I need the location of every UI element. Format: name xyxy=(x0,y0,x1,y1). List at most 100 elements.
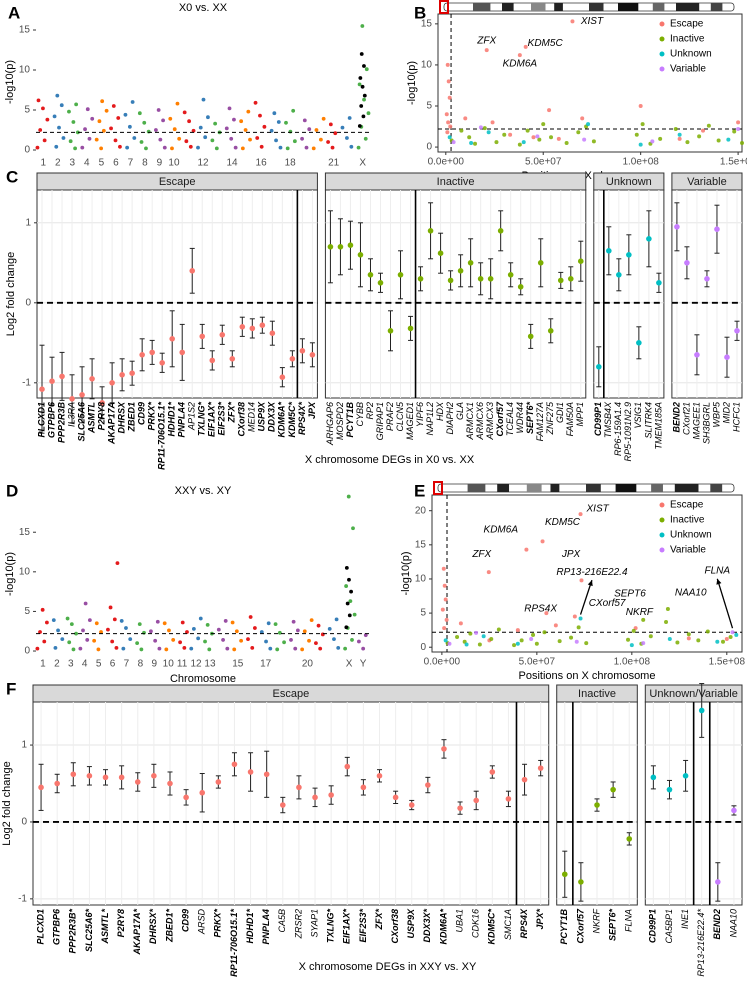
snp-point xyxy=(38,630,42,634)
snp-point xyxy=(272,111,277,116)
snp-point xyxy=(203,135,208,140)
snp-point xyxy=(196,636,201,641)
gene-point xyxy=(524,547,529,552)
gene-label: ZFX* xyxy=(227,402,237,424)
fold-change-point xyxy=(407,325,414,332)
x-tick-label: 0.0e+00 xyxy=(424,657,461,668)
annotation: CXorf57 xyxy=(589,598,626,609)
gene-point xyxy=(517,142,522,147)
arrow-head xyxy=(716,578,722,585)
fold-change-point xyxy=(312,794,318,801)
gene-point xyxy=(740,140,744,145)
gene-point xyxy=(686,636,691,641)
gene-label: PLCXD1 xyxy=(35,909,45,945)
facet-title: Inactive xyxy=(578,688,616,700)
x-tick-label: 9 xyxy=(157,158,163,169)
panel-letter: C xyxy=(6,167,18,186)
snp-point xyxy=(321,116,326,121)
snp-point xyxy=(276,120,281,124)
gene-label: CD99P1 xyxy=(593,402,603,436)
fold-change-point xyxy=(437,250,444,256)
x-tick-label: 0.0e+00 xyxy=(428,157,465,168)
gene-point xyxy=(448,124,453,129)
annotation: XIST xyxy=(586,503,610,514)
gene-label: CD99P1 xyxy=(648,909,658,943)
fold-change-point xyxy=(159,360,165,366)
gene-point xyxy=(467,135,472,140)
gene-label: DIAPH2 xyxy=(445,402,455,435)
fold-change-point xyxy=(694,352,700,358)
snp-point xyxy=(40,607,45,612)
snp-point xyxy=(187,119,192,124)
gene-point xyxy=(484,48,489,53)
y-axis-title: -log10(p) xyxy=(4,60,16,104)
gene-point xyxy=(442,583,447,588)
gene-label: CXorf38 xyxy=(390,909,400,944)
snp-point xyxy=(80,145,85,150)
gene-label: BEND2 xyxy=(712,909,722,940)
gene-point xyxy=(638,142,643,147)
snp-point xyxy=(164,647,169,652)
snp-point xyxy=(326,140,330,144)
gene-label: IL3RA xyxy=(66,402,76,427)
gene-label: KDM5C* xyxy=(487,909,497,945)
snp-point xyxy=(167,628,171,633)
fold-change-point xyxy=(357,252,364,258)
snp-point xyxy=(87,136,92,141)
fold-change-point xyxy=(347,242,354,248)
facet-panel xyxy=(32,701,550,906)
fold-change-point xyxy=(38,784,44,791)
fold-change-point xyxy=(636,340,642,346)
snp-point xyxy=(318,137,323,142)
x-tick-label: 21 xyxy=(328,158,340,169)
snp-point xyxy=(109,126,113,131)
x-tick-label: 1 xyxy=(40,659,46,670)
fold-change-point xyxy=(497,228,504,234)
gene-point xyxy=(686,632,691,637)
gene-point xyxy=(445,130,450,135)
snp-point xyxy=(182,645,187,650)
gene-point xyxy=(658,136,663,141)
snp-point xyxy=(142,120,147,125)
snp-point xyxy=(309,618,314,623)
gene-point xyxy=(490,120,495,125)
snp-point xyxy=(55,93,60,98)
snp-point xyxy=(239,638,244,643)
snp-point xyxy=(357,82,362,87)
fold-change-point xyxy=(367,272,374,278)
x-tick-label: 5.0e+07 xyxy=(519,657,556,668)
snp-point xyxy=(259,144,264,149)
snp-point xyxy=(132,136,137,140)
fold-change-point xyxy=(139,352,145,358)
ideogram-band xyxy=(652,3,665,11)
highlight-point xyxy=(345,601,350,606)
fold-change-point xyxy=(328,792,334,798)
legend-label: Unknown xyxy=(670,49,712,60)
gene-point xyxy=(474,630,479,635)
fold-change-point xyxy=(521,776,528,783)
gene-point xyxy=(591,139,596,144)
snp-point xyxy=(223,619,228,623)
snp-point xyxy=(156,108,161,112)
snp-point xyxy=(262,124,267,129)
snp-point xyxy=(191,128,196,133)
annotation: SEPT6 xyxy=(614,589,646,600)
gene-label: ARHGAP6 xyxy=(325,402,335,446)
ideogram-band xyxy=(554,3,563,11)
y-tick-label: 1 xyxy=(21,740,27,751)
snp-point xyxy=(351,526,355,531)
x-axis-title: Chromosome xyxy=(170,673,236,685)
gene-point xyxy=(734,632,739,637)
highlight-point xyxy=(360,84,365,89)
ideogram-band xyxy=(618,3,639,11)
legend-swatch xyxy=(659,547,665,553)
x-tick-label: 10 xyxy=(168,158,180,169)
y-tick-label: 1 xyxy=(25,217,31,228)
snp-point xyxy=(128,637,133,642)
x-tick-label: 4 xyxy=(84,158,90,169)
facet-title: Escape xyxy=(159,176,196,188)
gene-label: MED14 xyxy=(247,402,257,432)
gene-point xyxy=(556,136,561,141)
fold-change-point xyxy=(49,378,55,385)
gene-label: MAGEE1 xyxy=(691,402,701,440)
